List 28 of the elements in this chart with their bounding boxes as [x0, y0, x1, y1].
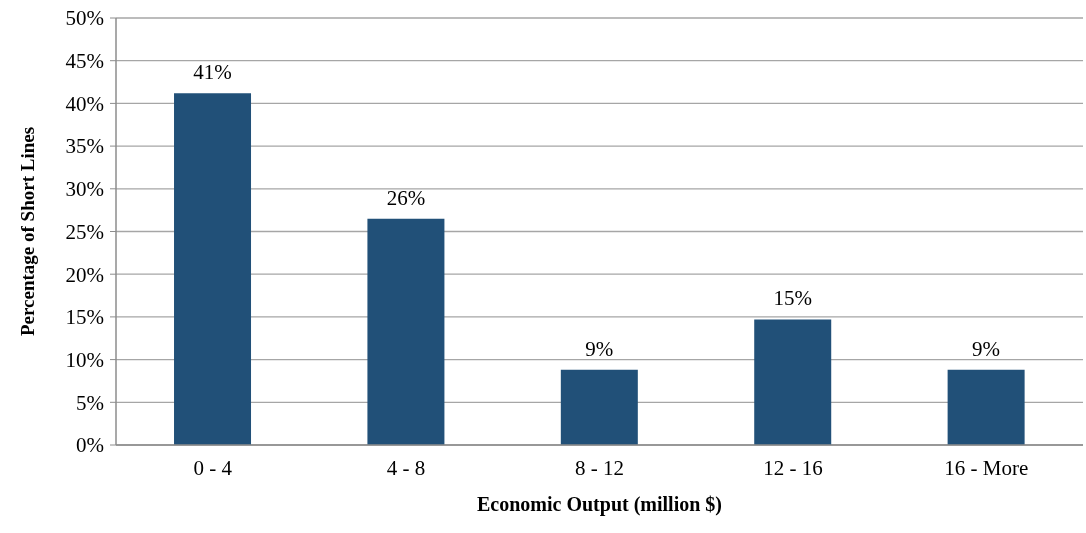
y-tick-label: 25% — [65, 219, 104, 244]
y-tick-label: 0% — [76, 433, 104, 458]
bar — [947, 369, 1025, 445]
data-label: 26% — [386, 185, 426, 210]
y-tick-label: 20% — [65, 262, 104, 287]
data-label: 9% — [972, 336, 1001, 361]
bar — [754, 319, 832, 445]
x-tick-label: 0 - 4 — [193, 456, 233, 480]
bar — [560, 369, 638, 445]
data-label: 41% — [193, 60, 232, 85]
data-label: 9% — [585, 336, 614, 361]
y-tick-label: 40% — [65, 91, 104, 116]
y-tick-label: 15% — [65, 305, 104, 330]
x-tick-label: 8 - 12 — [575, 456, 624, 480]
y-tick-label: 5% — [76, 390, 104, 415]
y-tick-label: 50% — [65, 6, 104, 31]
bar — [367, 218, 445, 445]
x-tick-label: 4 - 8 — [386, 456, 426, 480]
y-tick-label: 30% — [65, 177, 104, 202]
x-tick-label: 16 - More — [944, 456, 1029, 480]
y-tick-label: 10% — [65, 347, 104, 372]
y-axis-title: Percentage of Short Lines — [17, 126, 38, 337]
y-tick-label: 35% — [65, 134, 104, 159]
x-axis-title: Economic Output (million $) — [476, 493, 723, 516]
x-tick-label: 12 - 16 — [763, 456, 823, 480]
data-label: 15% — [773, 286, 812, 311]
y-tick-label: 45% — [65, 49, 104, 74]
bar — [174, 93, 252, 445]
